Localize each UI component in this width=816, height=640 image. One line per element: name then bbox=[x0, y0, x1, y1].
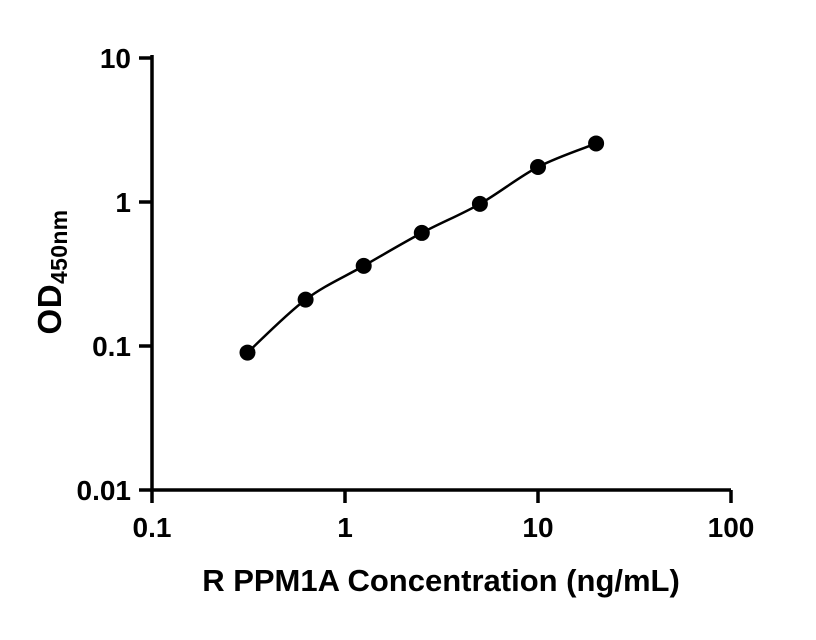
data-point bbox=[530, 159, 546, 176]
data-point bbox=[355, 257, 372, 274]
x-tick-label: 100 bbox=[708, 512, 755, 543]
y-tick-label: 0.1 bbox=[92, 331, 131, 362]
data-point bbox=[471, 195, 488, 212]
x-tick-label: 10 bbox=[522, 512, 553, 543]
data-point bbox=[239, 344, 256, 361]
x-tick-label: 0.1 bbox=[133, 512, 172, 543]
y-tick-label: 10 bbox=[100, 43, 131, 74]
x-axis-title: R PPM1A Concentration (ng/mL) bbox=[202, 563, 680, 598]
y-axis-title-main: OD bbox=[31, 283, 68, 335]
y-tick-label: 1 bbox=[115, 187, 131, 218]
axis-spines bbox=[150, 55, 731, 492]
fit-curve bbox=[246, 142, 597, 354]
data-point bbox=[297, 291, 314, 308]
y-axis-title: OD450nm bbox=[31, 210, 73, 335]
data-point bbox=[588, 135, 605, 152]
data-point bbox=[413, 224, 430, 241]
y-tick-label: 0.01 bbox=[77, 475, 132, 506]
x-tick-label: 1 bbox=[337, 512, 353, 543]
y-axis-title-subscript: 450nm bbox=[46, 209, 72, 284]
